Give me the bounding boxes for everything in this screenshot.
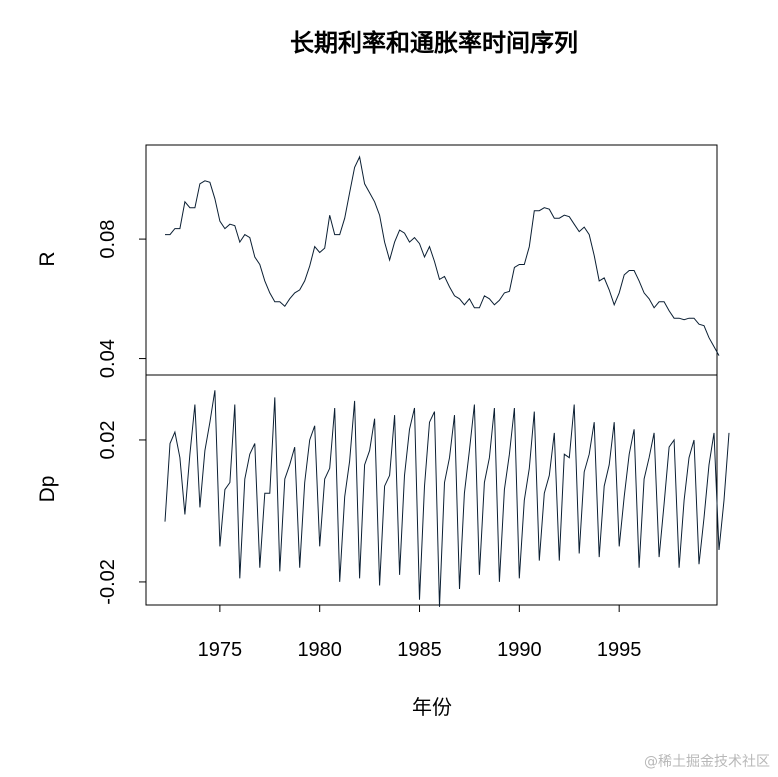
panel-r-frame (145, 144, 718, 376)
panel-r-label: R (36, 251, 59, 266)
x-tick-label-3: 1990 (497, 639, 542, 661)
x-tick-label-0: 1975 (198, 639, 243, 661)
panel-dp-label: Dp (36, 476, 59, 503)
watermark: @稀土掘金技术社区 (644, 754, 770, 770)
y-tick-label-dp-1: 0.02 (97, 421, 119, 460)
chart-title: 长期利率和通胀率时间序列 (290, 28, 578, 57)
y-tick-label-r-1: 0.08 (97, 220, 119, 259)
panel-dp-frame (145, 374, 718, 606)
y-tick-label-dp-0: -0.02 (97, 559, 119, 605)
y-axis-dp: -0.02 0.02 (97, 421, 146, 605)
x-axis-label: 年份 (412, 695, 452, 719)
x-tick-label-4: 1995 (597, 639, 642, 661)
y-tick-label-r-0: 0.04 (97, 339, 119, 378)
x-tick-label-1: 1980 (297, 639, 342, 661)
y-axis-r: 0.04 0.08 (97, 220, 146, 378)
series-line-r (165, 155, 720, 356)
x-axis: 1975 1980 1985 1990 1995 (198, 605, 642, 661)
series-line-dp (164, 390, 730, 607)
x-tick-label-2: 1985 (397, 639, 442, 661)
